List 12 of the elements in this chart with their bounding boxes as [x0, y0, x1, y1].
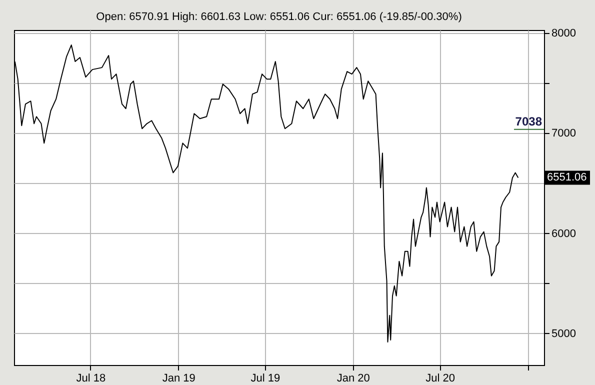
y-tick-label: 6000	[552, 228, 576, 240]
x-tick-label: Jan 19	[162, 372, 196, 384]
x-tick-label: Jan 20	[336, 372, 370, 384]
ref-line-label: 7038	[515, 114, 542, 128]
text: 6551.06	[547, 172, 587, 184]
y-tick-label: 7000	[552, 128, 576, 140]
x-tick-label: Jul 20	[426, 372, 455, 384]
chart-title: Open: 6570.91 High: 6601.63 Low: 6551.06 Cur: 6551.06 (-19.85/-00.30%)	[96, 11, 462, 24]
y-tick-label: 5000	[552, 328, 576, 340]
y-tick-label: 8000	[552, 28, 576, 40]
x-tick-label: Jul 19	[250, 372, 280, 384]
x-tick-label: Jul 18	[76, 372, 106, 384]
